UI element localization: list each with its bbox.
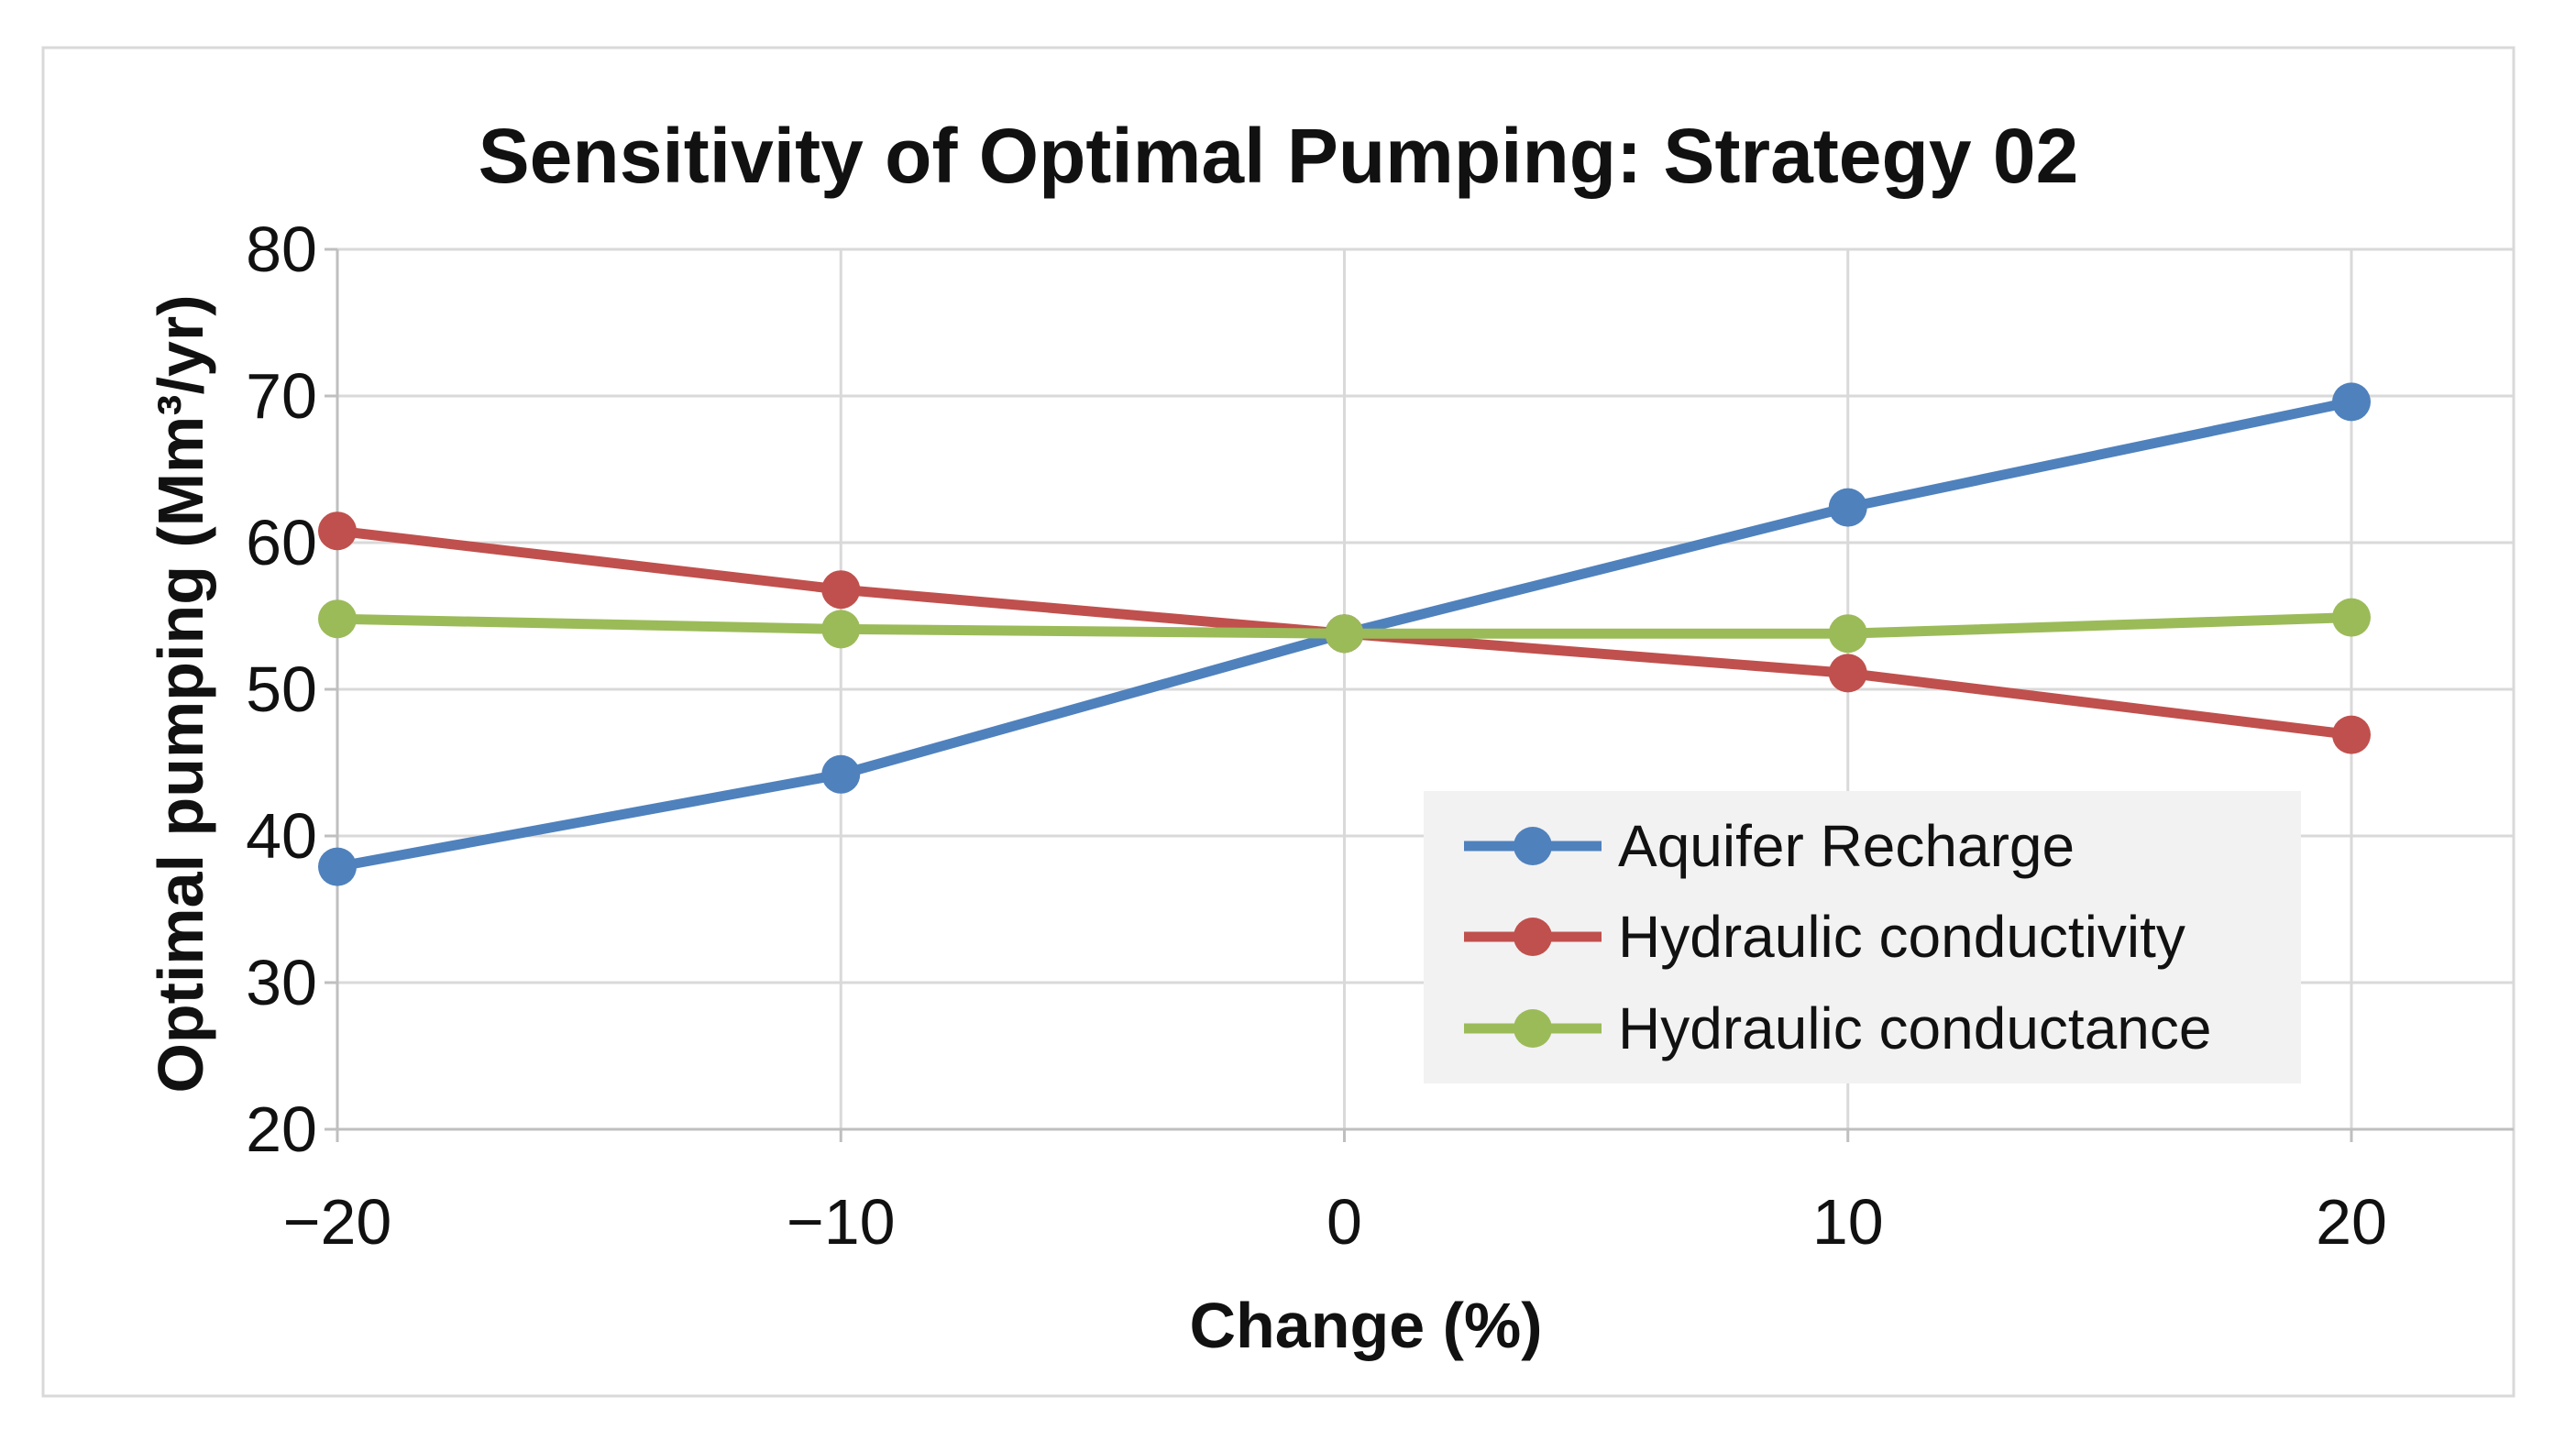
- legend: Aquifer Recharge Hydraulic conductivity …: [1424, 791, 2301, 1083]
- series-marker-hydraulic-conductivity: [318, 511, 357, 551]
- legend-item: Hydraulic conductivity: [1424, 903, 2301, 971]
- series-marker-aquifer-recharge: [821, 754, 861, 794]
- series-marker-hydraulic-conductance: [1325, 614, 1364, 654]
- series-marker-hydraulic-conductivity: [2332, 715, 2371, 754]
- legend-swatch-hydraulic-conductivity: [1464, 918, 1602, 957]
- legend-label: Hydraulic conductivity: [1618, 904, 2185, 971]
- x-tick-label: 10: [1811, 1186, 1884, 1258]
- y-tick-label: 80: [246, 214, 317, 285]
- series-marker-aquifer-recharge: [2332, 382, 2371, 422]
- x-tick-label: 20: [2316, 1186, 2387, 1258]
- legend-label: Hydraulic conductance: [1618, 995, 2212, 1062]
- legend-marker: [1514, 826, 1552, 865]
- x-axis-title: Change (%): [1189, 1290, 1543, 1361]
- legend-item: Hydraulic conductance: [1424, 995, 2301, 1062]
- legend-swatch-aquifer-recharge: [1464, 826, 1602, 865]
- series-marker-hydraulic-conductance: [1828, 614, 1867, 654]
- series-marker-hydraulic-conductivity: [821, 570, 861, 610]
- series-marker-hydraulic-conductivity: [1828, 654, 1867, 693]
- y-tick-label: 30: [246, 947, 317, 1018]
- legend-marker: [1514, 918, 1552, 957]
- x-tick-label: 0: [1327, 1186, 1362, 1258]
- legend-marker: [1514, 1009, 1552, 1049]
- legend-swatch-hydraulic-conductance: [1464, 1009, 1602, 1049]
- y-tick-label: 60: [246, 507, 317, 578]
- y-tick-label: 40: [246, 800, 317, 872]
- series-marker-aquifer-recharge: [1828, 488, 1867, 527]
- chart-title: Sensitivity of Optimal Pumping: Strategy…: [478, 113, 2079, 199]
- series-marker-hydraulic-conductance: [821, 610, 861, 649]
- x-tick-label: −20: [282, 1186, 392, 1258]
- x-tick-label: −10: [786, 1186, 896, 1258]
- legend-label: Aquifer Recharge: [1618, 812, 2075, 879]
- series-marker-aquifer-recharge: [318, 847, 357, 886]
- y-tick-label: 50: [246, 654, 317, 725]
- series-marker-hydraulic-conductance: [2332, 598, 2371, 637]
- y-tick-label: 70: [246, 360, 317, 432]
- y-tick-label: 20: [246, 1094, 317, 1165]
- legend-item: Aquifer Recharge: [1424, 812, 2301, 880]
- series-marker-hydraulic-conductance: [318, 599, 357, 639]
- figure-border: [41, 46, 2515, 1398]
